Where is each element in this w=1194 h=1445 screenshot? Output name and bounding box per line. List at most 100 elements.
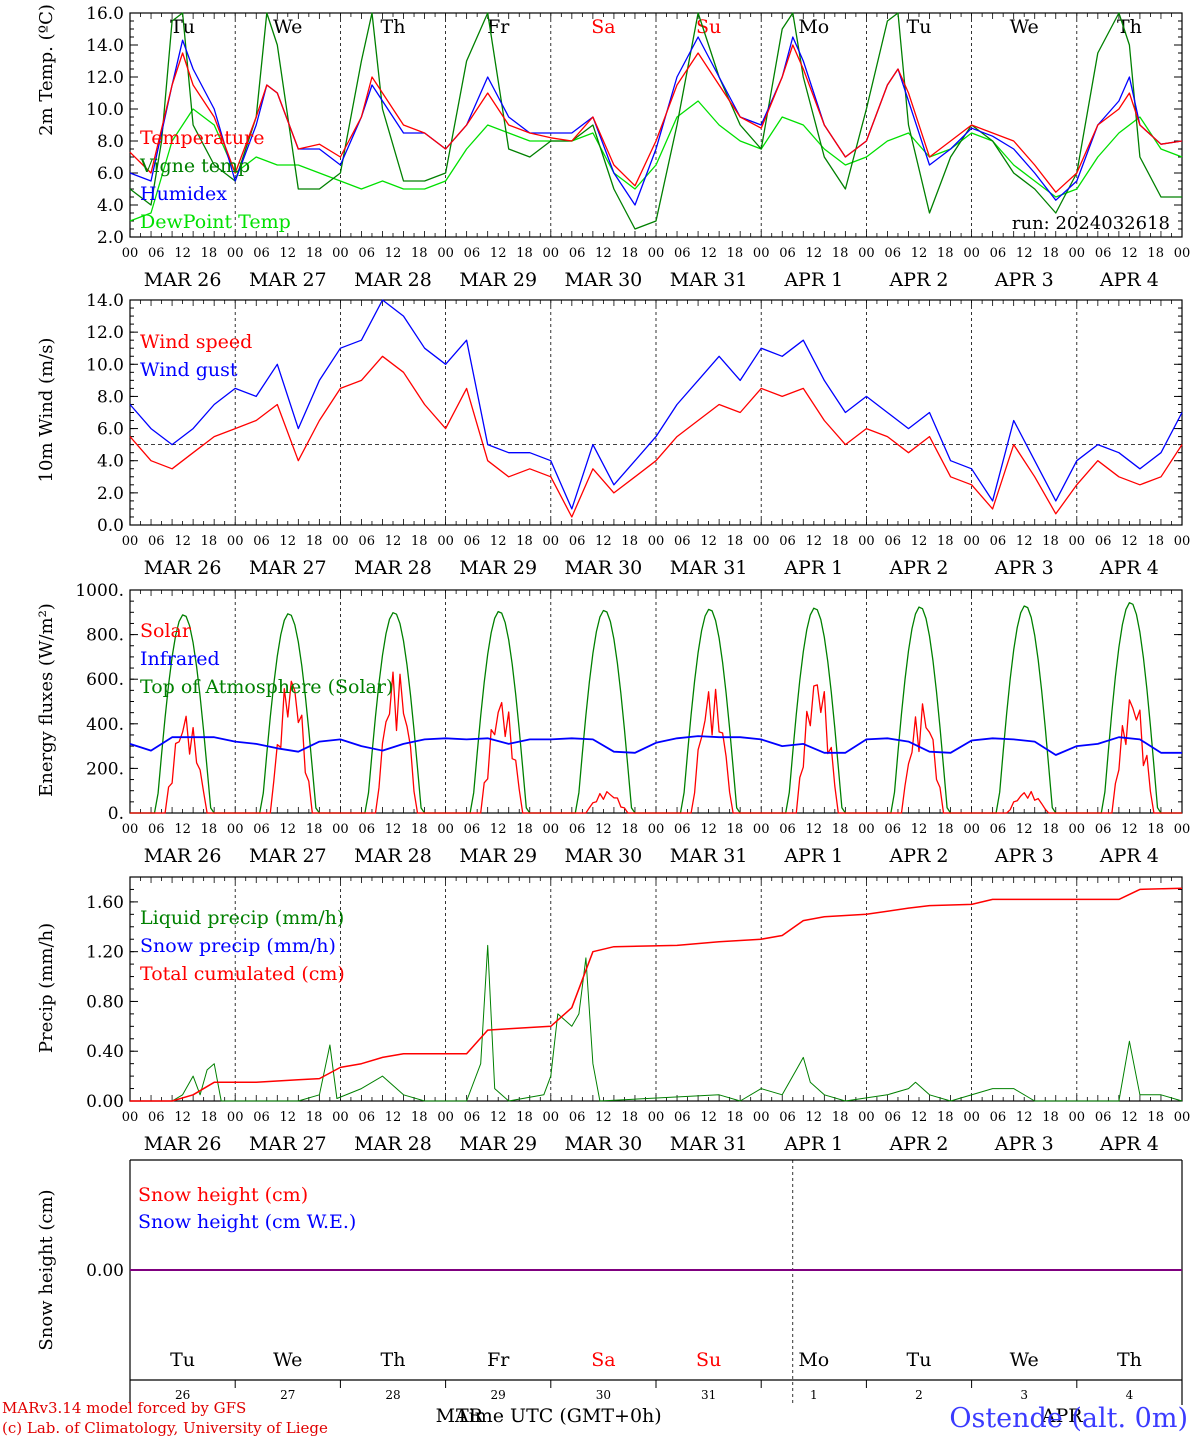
day-label: MAR 27 bbox=[249, 269, 327, 291]
weekday-label: We bbox=[273, 16, 302, 38]
hour-label: 00 bbox=[1174, 534, 1191, 549]
y-tick-label: 0.80 bbox=[86, 992, 124, 1012]
run-label: run: 2024032618 bbox=[1012, 213, 1170, 234]
hour-label: 18 bbox=[516, 534, 533, 549]
day-label: MAR 27 bbox=[249, 845, 327, 867]
panel-3: 00 06 12 18 00 06 12 18 00 06 12 18 00 06 12 18 00 06 12 18… bbox=[36, 581, 1190, 867]
y-tick-label: 2.0 bbox=[97, 228, 124, 248]
hour-label: 00 bbox=[753, 246, 770, 261]
hour-label: 00 bbox=[227, 246, 244, 261]
day-label: APR 4 bbox=[1099, 845, 1159, 867]
hour-label: 12 bbox=[806, 246, 823, 261]
weekday-label: Tu bbox=[907, 1349, 932, 1371]
hour-label: 18 bbox=[411, 822, 428, 837]
hour-label: 06 bbox=[884, 534, 901, 549]
hour-label: 06 bbox=[990, 534, 1007, 549]
hour-label: 18 bbox=[306, 246, 323, 261]
hour-label: 18 bbox=[201, 534, 218, 549]
y-tick-label: 6.0 bbox=[97, 164, 124, 184]
hour-label: 18 bbox=[832, 246, 849, 261]
hour-label: 06 bbox=[148, 246, 165, 261]
hour-label: 12 bbox=[1121, 1110, 1138, 1125]
hour-label: 06 bbox=[148, 534, 165, 549]
weekday-label: Fr bbox=[487, 16, 510, 38]
credit-line-1: MARv3.14 model forced by GFS bbox=[2, 1399, 246, 1417]
hour-label: 06 bbox=[1095, 822, 1112, 837]
legend-entry: Liquid precip (mm/h) bbox=[140, 907, 344, 929]
weekday-label: Th bbox=[1117, 16, 1142, 38]
hour-label: 06 bbox=[674, 534, 691, 549]
hour-label: 06 bbox=[569, 534, 586, 549]
hour-label: 06 bbox=[779, 246, 796, 261]
hour-label: 00 bbox=[1069, 246, 1086, 261]
hour-label: 00 bbox=[437, 246, 454, 261]
day-label: APR 1 bbox=[783, 1133, 843, 1155]
y-tick-label: 14.0 bbox=[86, 36, 124, 56]
hour-label: 06 bbox=[779, 534, 796, 549]
series-line-dewpoint-temp bbox=[129, 100, 1183, 222]
hour-label: 06 bbox=[464, 822, 481, 837]
hour-label: 12 bbox=[595, 1110, 612, 1125]
day-label: MAR 27 bbox=[249, 1133, 327, 1155]
panels-layer: 00 06 12 18 00 06 12 18 00 06 12 18 00 06 12 18 00 06 12 18… bbox=[36, 4, 1190, 1427]
day-label: APR 3 bbox=[994, 845, 1054, 867]
legend-entry: Humidex bbox=[140, 183, 227, 205]
hour-label: 18 bbox=[1042, 534, 1059, 549]
y-tick-label: 1.20 bbox=[86, 943, 124, 963]
day-number-label: 28 bbox=[385, 1388, 400, 1402]
y-tick-label: 1000. bbox=[75, 581, 124, 601]
day-label: MAR 29 bbox=[459, 269, 537, 291]
y-tick-label: 16.0 bbox=[86, 4, 124, 24]
day-number-label: 29 bbox=[491, 1388, 506, 1402]
hour-label: 00 bbox=[753, 534, 770, 549]
weekday-label: Mo bbox=[798, 1349, 829, 1371]
y-tick-label: 4.0 bbox=[97, 452, 124, 472]
y-tick-label: 800. bbox=[86, 626, 124, 646]
y-tick-label: 12.0 bbox=[86, 323, 124, 343]
hour-label: 12 bbox=[385, 246, 402, 261]
y-tick-label: 0.0 bbox=[97, 516, 124, 536]
hour-label: 12 bbox=[174, 534, 191, 549]
y-tick-label: 14.0 bbox=[86, 291, 124, 311]
day-label: MAR 30 bbox=[565, 845, 643, 867]
y-tick-label: 6.0 bbox=[97, 420, 124, 440]
hour-label: 06 bbox=[253, 534, 270, 549]
hour-label: 00 bbox=[648, 246, 665, 261]
hour-label: 06 bbox=[990, 246, 1007, 261]
hour-label: 18 bbox=[516, 822, 533, 837]
hour-label: 00 bbox=[122, 246, 139, 261]
day-label: MAR 29 bbox=[459, 1133, 537, 1155]
hour-label: 06 bbox=[358, 822, 375, 837]
legend-entry: DewPoint Temp bbox=[140, 211, 291, 233]
hour-label: 00 bbox=[753, 1110, 770, 1125]
panel-5: 0.00 Snow height (cm) Snow height (cm) Snow… bbox=[36, 1159, 1183, 1427]
day-label: APR 2 bbox=[889, 557, 949, 579]
hour-label: 00 bbox=[1174, 246, 1191, 261]
series-line-wind-speed bbox=[129, 355, 1183, 518]
hour-label: 06 bbox=[358, 1110, 375, 1125]
hour-label: 18 bbox=[621, 534, 638, 549]
hour-label: 00 bbox=[543, 246, 560, 261]
y-tick-label: 0.00 bbox=[86, 1261, 124, 1281]
hour-label: 12 bbox=[806, 534, 823, 549]
hour-label: 00 bbox=[1069, 822, 1086, 837]
weekday-label: Th bbox=[381, 16, 406, 38]
legend-entry: Wind gust bbox=[140, 359, 238, 381]
hour-label: 18 bbox=[411, 1110, 428, 1125]
day-label: MAR 30 bbox=[565, 269, 643, 291]
hour-label: 00 bbox=[858, 822, 875, 837]
hour-label: 06 bbox=[464, 1110, 481, 1125]
weekday-label: Mo bbox=[798, 16, 829, 38]
hour-label: 12 bbox=[700, 534, 717, 549]
time-axis-title: Time UTC (GMT+0h) bbox=[456, 1405, 662, 1427]
day-label: MAR 30 bbox=[565, 1133, 643, 1155]
hour-label: 18 bbox=[937, 534, 954, 549]
hour-label: 18 bbox=[937, 246, 954, 261]
series-line-infrared bbox=[129, 735, 1182, 756]
panel-frame bbox=[129, 299, 1183, 526]
series-line-liquid-precip bbox=[130, 944, 1183, 1102]
y-tick-label: 10.0 bbox=[86, 100, 124, 120]
hour-label: 06 bbox=[990, 1110, 1007, 1125]
day-label: APR 4 bbox=[1099, 557, 1159, 579]
hour-label: 12 bbox=[700, 246, 717, 261]
